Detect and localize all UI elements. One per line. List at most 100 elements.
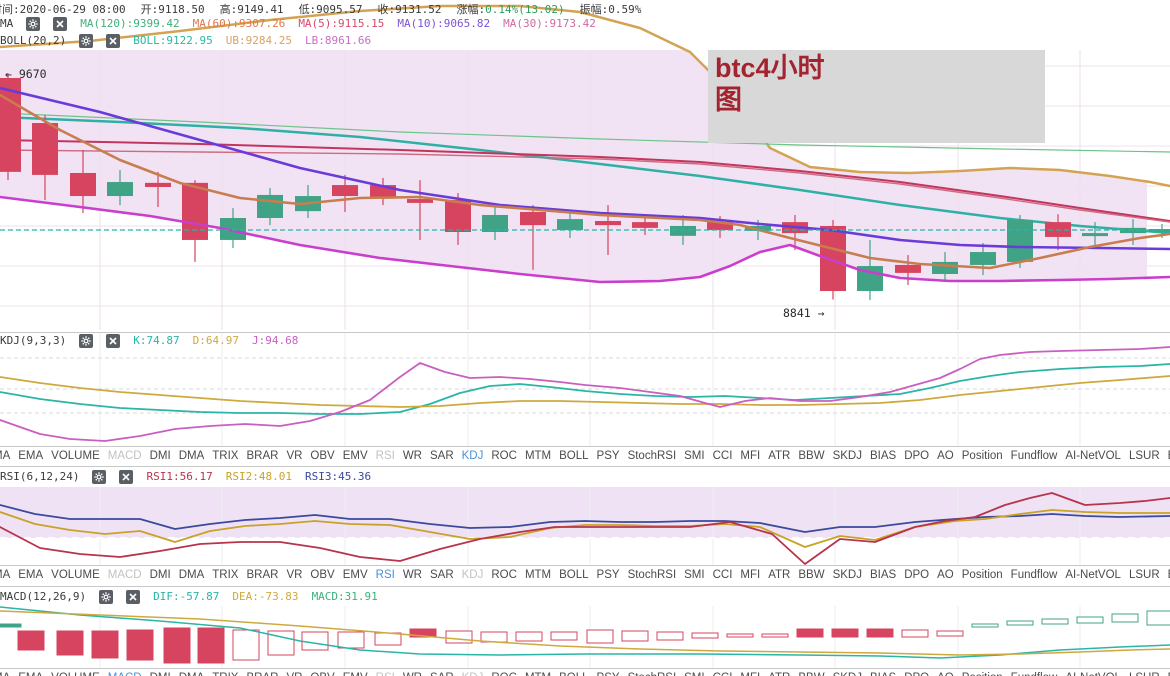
tab-cci[interactable]: CCI: [712, 450, 733, 462]
tab-smi[interactable]: SMI: [684, 672, 704, 676]
tab-volume[interactable]: VOLUME: [51, 672, 100, 676]
tab-rsi[interactable]: RSI: [376, 672, 395, 676]
tab-trix[interactable]: TRIX: [212, 450, 239, 462]
tab-mtm[interactable]: MTM: [524, 450, 552, 462]
tab-brar[interactable]: BRAR: [246, 569, 279, 581]
tab-bias[interactable]: BIAS: [870, 672, 896, 676]
tab-ma[interactable]: MA: [0, 672, 10, 676]
tab-cci[interactable]: CCI: [712, 569, 733, 581]
tab-psy[interactable]: PSY: [596, 450, 620, 462]
tab-sar[interactable]: SAR: [430, 672, 454, 676]
tab-boll[interactable]: BOLL: [559, 672, 588, 676]
tab-sar[interactable]: SAR: [429, 569, 454, 581]
tab-position[interactable]: Position: [962, 672, 1003, 676]
tab-bbw[interactable]: BBW: [798, 672, 824, 676]
tab-lsur[interactable]: LSUR: [1129, 672, 1160, 676]
tab-volume[interactable]: VOLUME: [51, 450, 100, 462]
tab-ao[interactable]: AO: [937, 672, 954, 676]
settings-gear-icon[interactable]: [79, 33, 94, 48]
tab-kdj[interactable]: KDJ: [461, 450, 484, 462]
tab-ai-netvol[interactable]: AI-NetVOL: [1065, 450, 1121, 462]
tab-smi[interactable]: SMI: [684, 569, 705, 581]
settings-gear-icon[interactable]: [92, 469, 107, 484]
tab-mfi[interactable]: MFI: [740, 569, 761, 581]
tab-ema[interactable]: EMA: [18, 672, 43, 676]
tab-psy[interactable]: PSY: [596, 569, 620, 581]
tab-ma[interactable]: MA: [0, 569, 11, 581]
tab-roc[interactable]: ROC: [491, 450, 517, 462]
tab-macd[interactable]: MACD: [107, 450, 142, 462]
tab-obv[interactable]: OBV: [310, 672, 334, 676]
tab-boll[interactable]: BOLL: [559, 569, 589, 581]
tab-kdj[interactable]: KDJ: [461, 569, 484, 581]
tab-ai-netvol[interactable]: AI-NetVOL: [1065, 569, 1121, 581]
tab-atr[interactable]: ATR: [768, 569, 791, 581]
tab-bias[interactable]: BIAS: [869, 569, 897, 581]
tab-dma[interactable]: DMA: [178, 450, 205, 462]
tab-basis[interactable]: BASIS: [1168, 450, 1170, 462]
tab-emv[interactable]: EMV: [342, 569, 368, 581]
tab-dpo[interactable]: DPO: [904, 569, 930, 581]
tab-smi[interactable]: SMI: [684, 450, 705, 462]
tab-ao[interactable]: AO: [937, 569, 954, 581]
tab-basis[interactable]: BASIS: [1168, 672, 1170, 676]
tab-macd[interactable]: MACD: [108, 672, 142, 676]
tab-basis[interactable]: BASIS: [1168, 569, 1170, 581]
tab-obv[interactable]: OBV: [310, 569, 335, 581]
tab-obv[interactable]: OBV: [310, 450, 335, 462]
tab-dpo[interactable]: DPO: [904, 672, 929, 676]
tab-brar[interactable]: BRAR: [246, 672, 278, 676]
tab-dmi[interactable]: DMI: [149, 569, 171, 581]
tab-bbw[interactable]: BBW: [798, 569, 825, 581]
tab-dmi[interactable]: DMI: [149, 450, 171, 462]
tab-wr[interactable]: WR: [403, 672, 422, 676]
tab-macd[interactable]: MACD: [107, 569, 142, 581]
settings-gear-icon[interactable]: [79, 333, 94, 348]
tab-roc[interactable]: ROC: [491, 672, 517, 676]
tab-bbw[interactable]: BBW: [798, 450, 825, 462]
tab-dmi[interactable]: DMI: [150, 672, 171, 676]
tab-roc[interactable]: ROC: [491, 569, 517, 581]
tab-ma[interactable]: MA: [0, 450, 11, 462]
tab-ema[interactable]: EMA: [18, 569, 44, 581]
tab-brar[interactable]: BRAR: [246, 450, 279, 462]
close-icon[interactable]: [119, 469, 134, 484]
close-icon[interactable]: [106, 333, 121, 348]
tab-emv[interactable]: EMV: [343, 672, 368, 676]
tab-fundflow[interactable]: Fundflow: [1011, 672, 1058, 676]
tab-fundflow[interactable]: Fundflow: [1010, 569, 1058, 581]
tab-volume[interactable]: VOLUME: [51, 569, 100, 581]
close-icon[interactable]: [106, 33, 121, 48]
tab-wr[interactable]: WR: [402, 450, 422, 462]
tab-ema[interactable]: EMA: [18, 450, 44, 462]
tab-trix[interactable]: TRIX: [212, 672, 238, 676]
tab-mfi[interactable]: MFI: [740, 450, 761, 462]
tab-atr[interactable]: ATR: [768, 450, 791, 462]
tab-mtm[interactable]: MTM: [525, 672, 551, 676]
tab-position[interactable]: Position: [961, 450, 1003, 462]
tab-vr[interactable]: VR: [286, 672, 302, 676]
tab-atr[interactable]: ATR: [768, 672, 790, 676]
tab-dma[interactable]: DMA: [178, 569, 205, 581]
tab-psy[interactable]: PSY: [597, 672, 620, 676]
tab-bias[interactable]: BIAS: [869, 450, 897, 462]
tab-stochrsi[interactable]: StochRSI: [628, 672, 677, 676]
tab-dpo[interactable]: DPO: [904, 450, 930, 462]
tab-trix[interactable]: TRIX: [212, 569, 239, 581]
tab-fundflow[interactable]: Fundflow: [1010, 450, 1058, 462]
tab-stochrsi[interactable]: StochRSI: [627, 569, 677, 581]
tab-vr[interactable]: VR: [286, 450, 303, 462]
tab-kdj[interactable]: KDJ: [462, 672, 484, 676]
tab-dma[interactable]: DMA: [179, 672, 205, 676]
tab-stochrsi[interactable]: StochRSI: [627, 450, 677, 462]
tab-lsur[interactable]: LSUR: [1128, 569, 1160, 581]
tab-skdj[interactable]: SKDJ: [832, 569, 862, 581]
tab-cci[interactable]: CCI: [713, 672, 733, 676]
close-icon[interactable]: [53, 16, 68, 31]
tab-emv[interactable]: EMV: [342, 450, 368, 462]
tab-ai-netvol[interactable]: AI-NetVOL: [1065, 672, 1121, 676]
tab-position[interactable]: Position: [961, 569, 1003, 581]
tab-sar[interactable]: SAR: [429, 450, 454, 462]
tab-skdj[interactable]: SKDJ: [833, 672, 862, 676]
